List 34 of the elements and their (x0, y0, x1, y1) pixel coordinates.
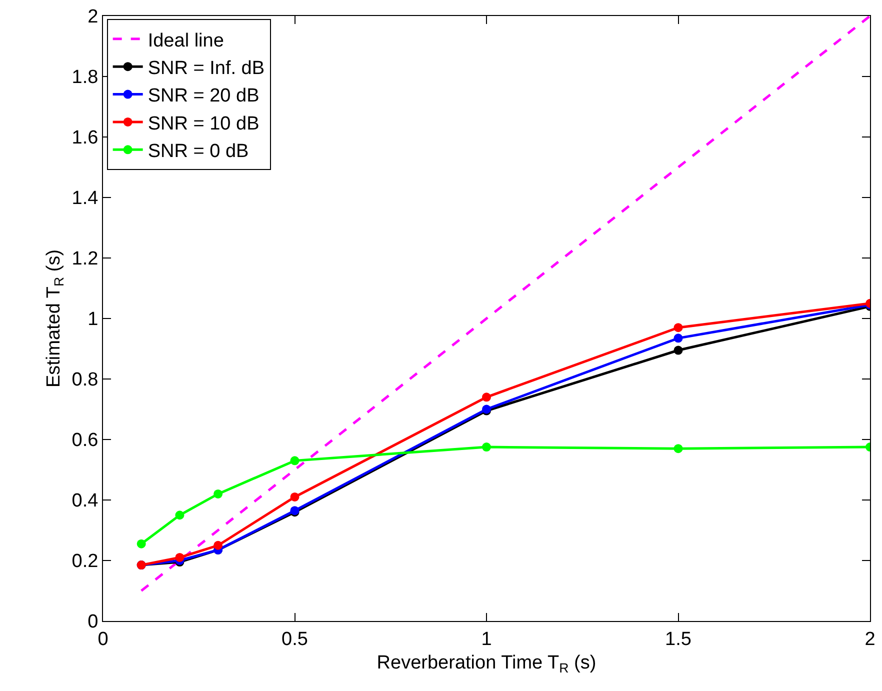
y-tick-label: 1.4 (72, 188, 99, 210)
y-tick-label: 1.6 (72, 128, 98, 149)
x-tick-label: 0.5 (282, 628, 308, 650)
point (674, 346, 683, 355)
y-tick-label: 0.6 (72, 430, 98, 452)
point (674, 444, 683, 454)
x-tick-label: 2 (864, 628, 876, 650)
point (214, 540, 223, 550)
point (290, 492, 300, 502)
point (214, 489, 223, 498)
point (175, 552, 184, 562)
point (674, 323, 683, 332)
point (482, 392, 491, 402)
legend-label: SNR = 20 dB (148, 86, 260, 107)
y-tick-label: 0.4 (72, 490, 99, 512)
legend-label: SNR = 0 dB (148, 141, 249, 162)
x-tick-label: 1.5 (665, 628, 692, 650)
x-tick-label: 1 (481, 628, 492, 650)
legend-label: SNR = 10 dB (148, 113, 260, 134)
y-tick-label: 0 (88, 612, 98, 633)
y-tick-label: 0.2 (72, 551, 98, 572)
x-axis-title: Reverberation Time T$_{R}$ (s) (376, 652, 596, 676)
y-tick-label: 1.8 (72, 67, 98, 88)
y-tick-label: 1 (88, 309, 98, 330)
point (290, 456, 300, 466)
y-tick-label: 1.2 (72, 248, 98, 270)
y-tick-label: 0.8 (72, 370, 98, 391)
point (175, 510, 184, 520)
point (136, 539, 146, 548)
legend-label: Ideal line (148, 30, 224, 52)
point (674, 334, 683, 343)
point (482, 442, 491, 452)
y-tick-label: 2 (88, 6, 98, 28)
legend-label: SNR = Inf. dB (148, 58, 265, 79)
